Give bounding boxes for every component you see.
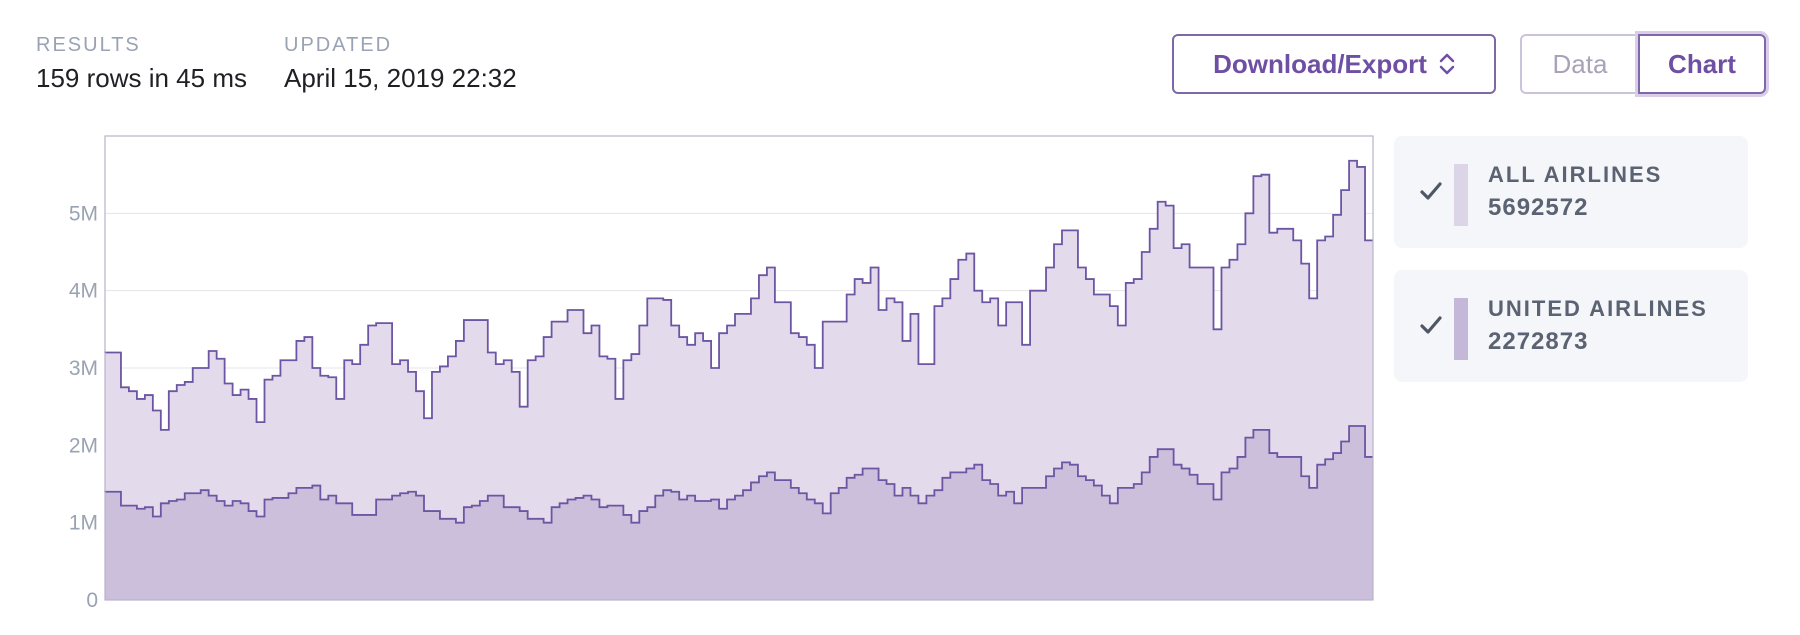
- series-line-1: [104, 425, 1373, 524]
- legend-item-all-airlines[interactable]: ALL AIRLINES 5692572: [1394, 136, 1748, 248]
- updated-value: April 15, 2019 22:32: [284, 63, 517, 93]
- chevron-up-down-icon: [1439, 53, 1455, 75]
- updated-meta: UPDATED April 15, 2019 22:32: [284, 34, 517, 94]
- y-tick-label: 0: [86, 589, 98, 612]
- legend-series-name: ALL AIRLINES: [1488, 162, 1663, 187]
- legend-item-united-airlines[interactable]: UNITED AIRLINES 2272873: [1394, 270, 1748, 382]
- results-value: 159 rows in 45 ms: [36, 63, 247, 93]
- results-meta: RESULTS 159 rows in 45 ms: [36, 34, 247, 94]
- plot-border: [104, 135, 1374, 601]
- legend-swatch: [1454, 164, 1468, 226]
- legend-series-name: UNITED AIRLINES: [1488, 296, 1708, 321]
- y-tick-label: 2M: [69, 434, 98, 457]
- download-export-button[interactable]: Download/Export: [1172, 34, 1496, 94]
- check-icon: [1420, 182, 1442, 200]
- y-tick-label: 1M: [69, 512, 98, 535]
- series-area-1: [105, 426, 1373, 600]
- y-tick-label: 4M: [69, 280, 98, 303]
- results-label: RESULTS: [36, 34, 141, 56]
- view-toggle: Data Chart: [1520, 34, 1766, 94]
- y-tick-label: 5M: [69, 202, 98, 225]
- series-line-0: [104, 159, 1373, 431]
- view-toggle-data[interactable]: Data: [1520, 34, 1638, 94]
- legend-series-value: 2272873: [1488, 328, 1589, 355]
- y-tick-label: 3M: [69, 357, 98, 380]
- legend-series-value: 5692572: [1488, 194, 1589, 221]
- check-icon: [1420, 316, 1442, 334]
- updated-label: UPDATED: [284, 34, 393, 56]
- chart: 0 1M 2M 3M 4M 5M: [69, 135, 1374, 612]
- view-toggle-chart[interactable]: Chart: [1638, 34, 1766, 94]
- download-export-label: Download/Export: [1213, 48, 1427, 79]
- legend-swatch: [1454, 298, 1468, 360]
